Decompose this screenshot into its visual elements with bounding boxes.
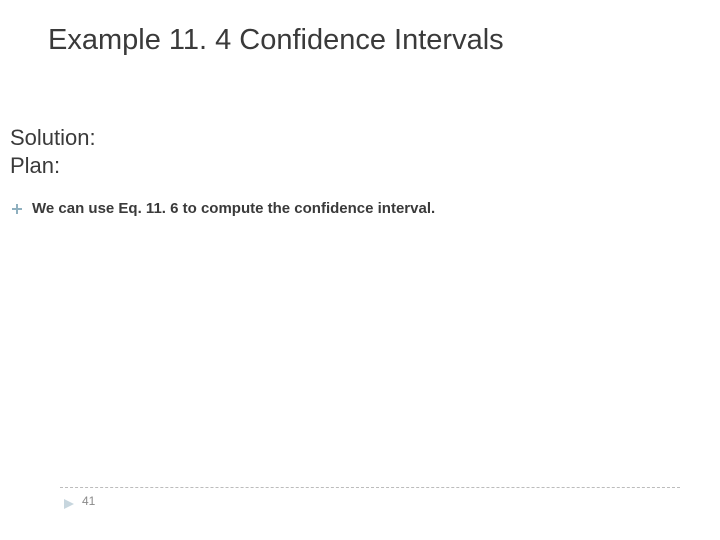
bullet-item: We can use Eq. 11. 6 to compute the conf…: [10, 200, 435, 217]
slide-title: Example 11. 4 Confidence Intervals: [48, 24, 504, 57]
footer-row: 41: [60, 494, 680, 508]
footer-divider: [60, 487, 680, 488]
bullet-text: We can use Eq. 11. 6 to compute the conf…: [32, 200, 435, 217]
bullet-icon: [10, 202, 24, 216]
slide-footer: 41: [60, 487, 680, 508]
slide: Example 11. 4 Confidence Intervals Solut…: [0, 0, 720, 540]
subhead-solution: Solution:: [10, 125, 96, 151]
footer-arrow-icon: [64, 496, 74, 506]
subhead-plan: Plan:: [10, 153, 60, 179]
page-number: 41: [82, 494, 95, 508]
